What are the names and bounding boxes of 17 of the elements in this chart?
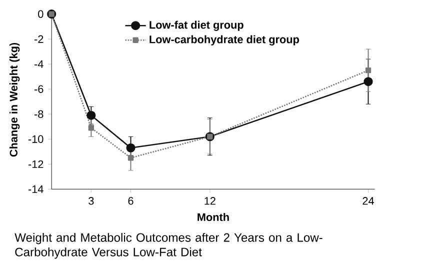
y-axis-title: Change in Weight (kg) [9,42,20,157]
x-tick-label: 12 [204,196,216,205]
x-tick-label: 6 [128,196,134,205]
x-tick-label: 24 [362,196,374,205]
y-tick-label: -14 [28,185,44,193]
y-tick-label: 0 [38,10,44,18]
y-tick-label: -2 [34,35,44,43]
y-tick-label: -6 [34,85,44,93]
x-tick-label: 3 [88,196,94,205]
x-axis-title: Month [198,212,229,221]
text: Weight and Metabolic Outcomes after 2 Years on a Low-Carbohydrate Versus Low-Fat Diet [14,232,322,259]
y-tick-label: -12 [28,160,44,168]
y-tick-label: -10 [28,135,44,143]
y-tick-label: -8 [34,110,44,118]
y-tick-label: -4 [34,60,44,68]
legend-label: Low-fat diet group [150,20,244,31]
legend-label: Low-carbohydrate diet group [150,35,299,46]
